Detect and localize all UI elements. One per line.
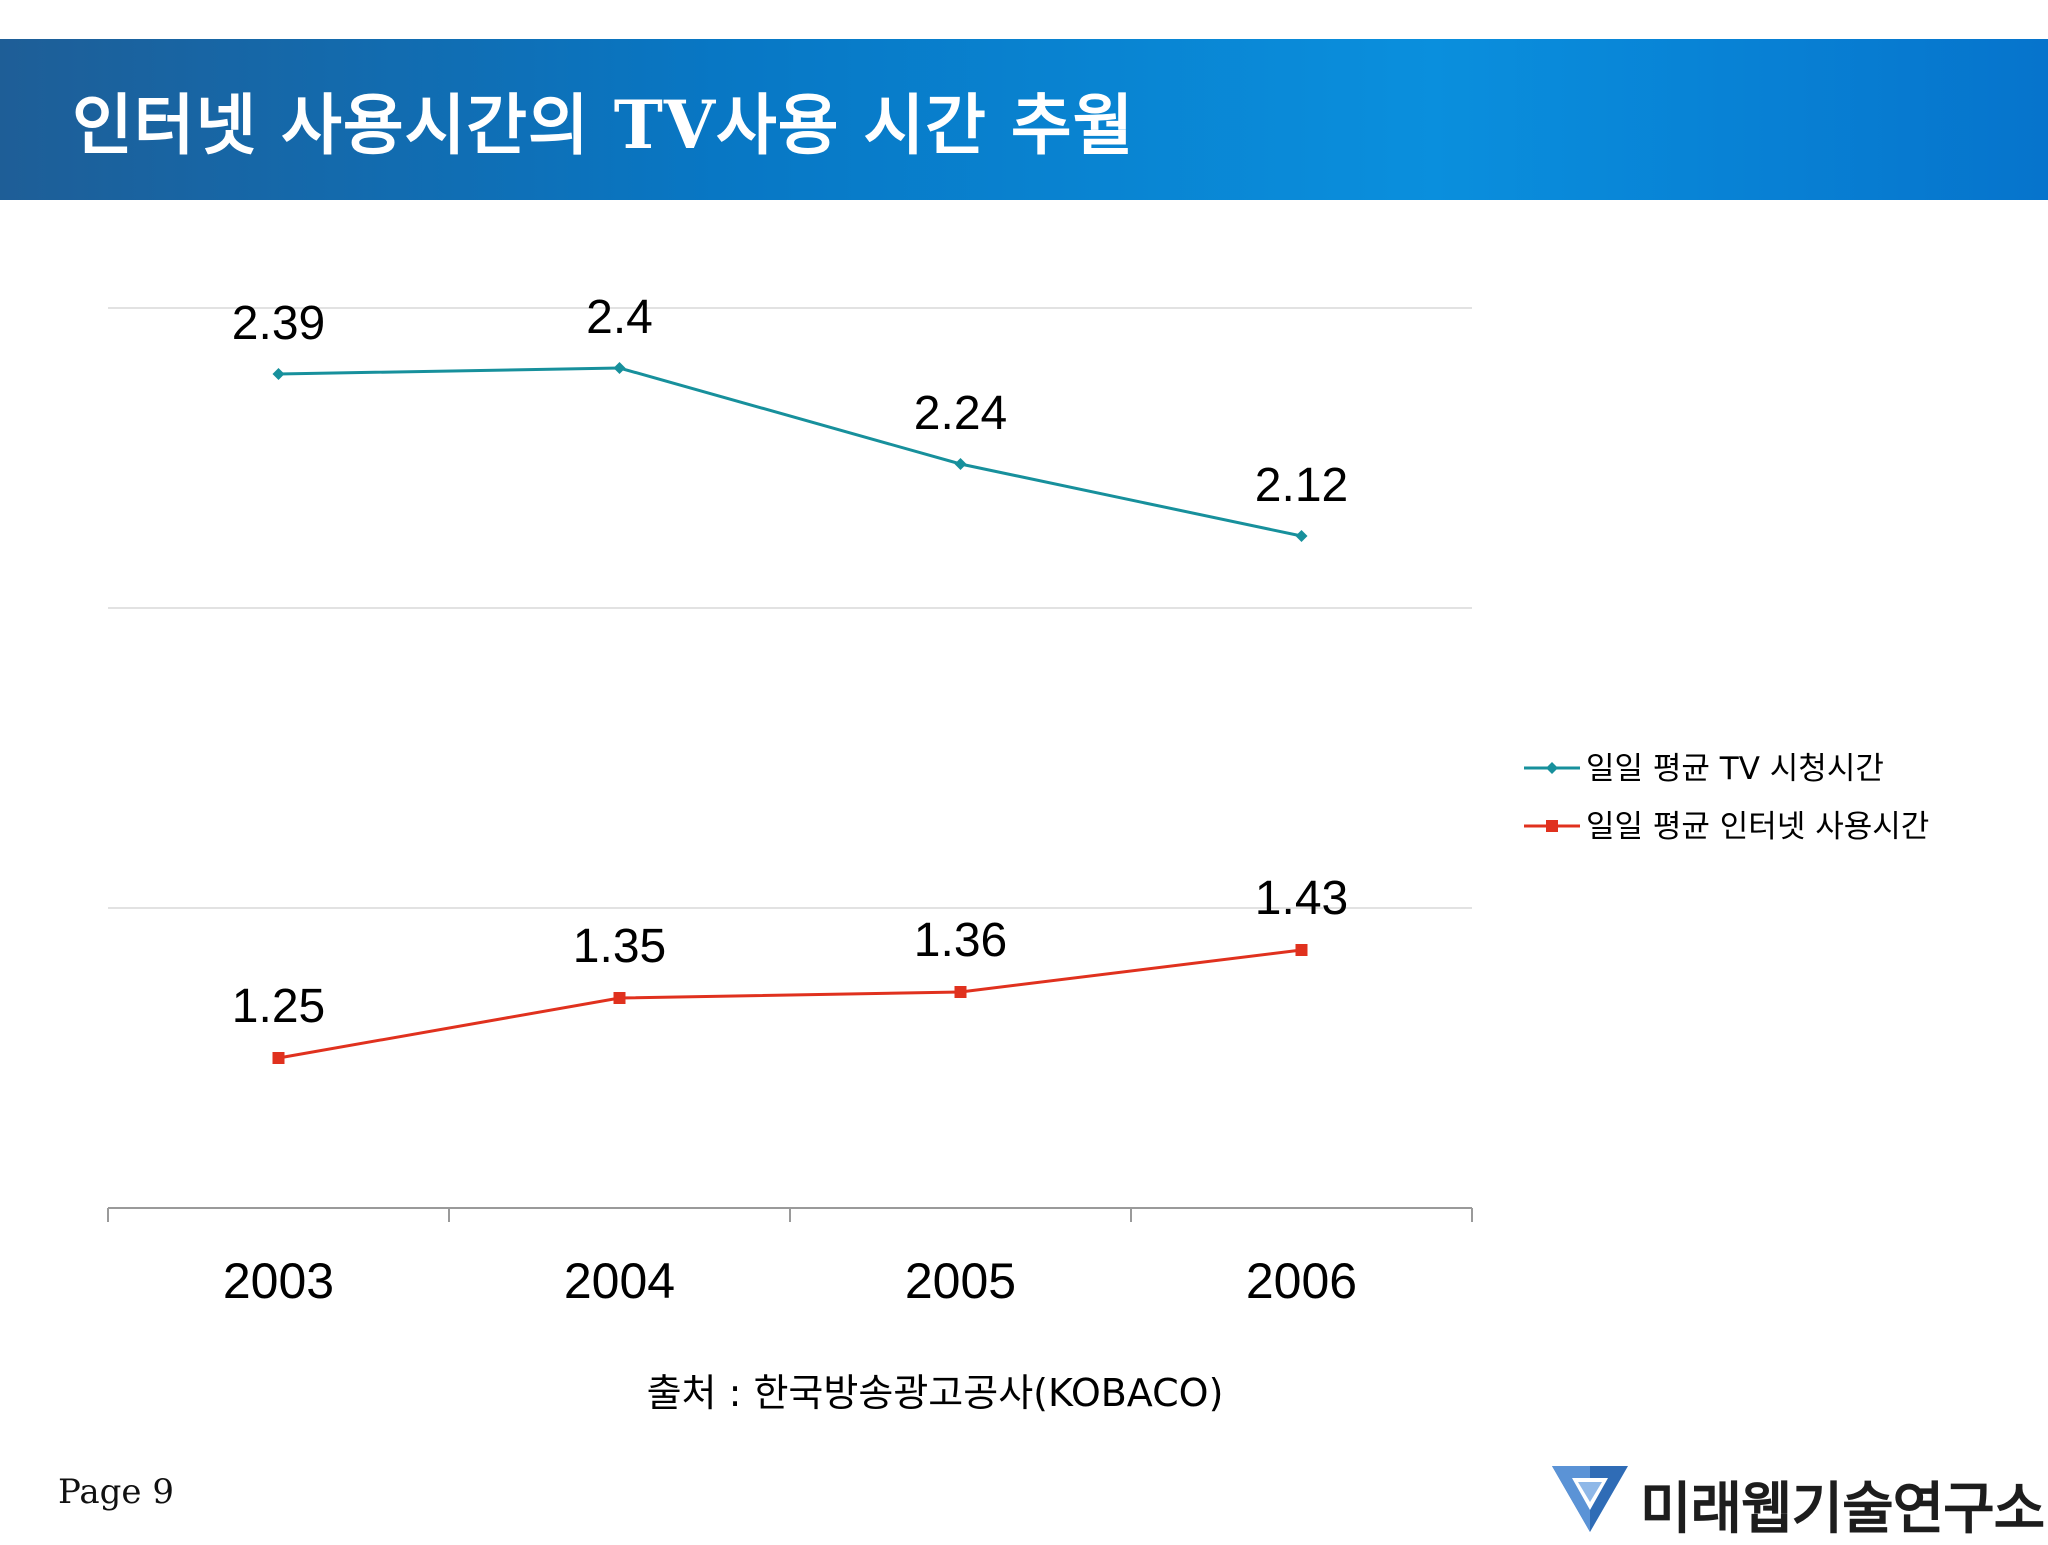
data-label-s0-2006: 2.12	[1255, 459, 1348, 512]
data-point-s1-2004	[613, 992, 626, 1004]
logo-text: 미래웹기술연구소	[1640, 1476, 2045, 1542]
series-lines	[272, 362, 1308, 1064]
x-tick-label-2003: 2003	[223, 1253, 334, 1309]
x-axis: 2003 2004 2005 2006	[107, 1207, 1473, 1309]
data-labels: 2.39 2.4 2.24 2.12 1.25 1.35 1.36 1.43	[232, 291, 1348, 1033]
data-label-s0-2003: 2.39	[232, 297, 325, 350]
data-point-s0-2006	[1295, 530, 1308, 542]
data-point-s1-2005	[954, 986, 967, 998]
x-tick-label-2004: 2004	[564, 1253, 675, 1309]
data-label-s1-2006: 1.43	[1255, 872, 1348, 925]
legend-label-0: 일일 평균 TV 시청시간	[1586, 751, 1884, 787]
data-point-s1-2006	[1295, 944, 1308, 956]
legend-marker-1	[1546, 820, 1558, 832]
series-line-1	[278, 948, 1302, 1060]
data-point-s1-2003	[272, 1052, 285, 1064]
data-point-s0-2005	[954, 458, 967, 470]
company-logo: 미래웹기술연구소	[1548, 1460, 2045, 1542]
legend-marker-0	[1546, 762, 1558, 774]
slide-title: 인터넷 사용시간의 TV사용 시간 추월	[72, 86, 1135, 164]
data-label-s1-2004: 1.35	[573, 920, 666, 973]
legend-label-1: 일일 평균 인터넷 사용시간	[1586, 809, 1929, 845]
series-line-0	[278, 366, 1302, 538]
data-point-s0-2004	[613, 362, 626, 374]
source-note: 출처 : 한국방송광고공사(KOBACO)	[646, 1371, 1224, 1415]
x-tick-label-2006: 2006	[1246, 1253, 1357, 1309]
x-tick-label-2005: 2005	[905, 1253, 1016, 1309]
header-band	[0, 39, 2048, 200]
data-label-s1-2005: 1.36	[914, 914, 1007, 967]
data-label-s0-2005: 2.24	[914, 387, 1007, 440]
page-number: Page 9	[58, 1472, 174, 1512]
data-label-s1-2003: 1.25	[232, 980, 325, 1033]
data-point-s0-2003	[272, 368, 285, 380]
triangle-logo-icon	[1552, 1466, 1628, 1532]
data-label-s0-2004: 2.4	[586, 291, 653, 344]
gridlines	[108, 307, 1472, 909]
